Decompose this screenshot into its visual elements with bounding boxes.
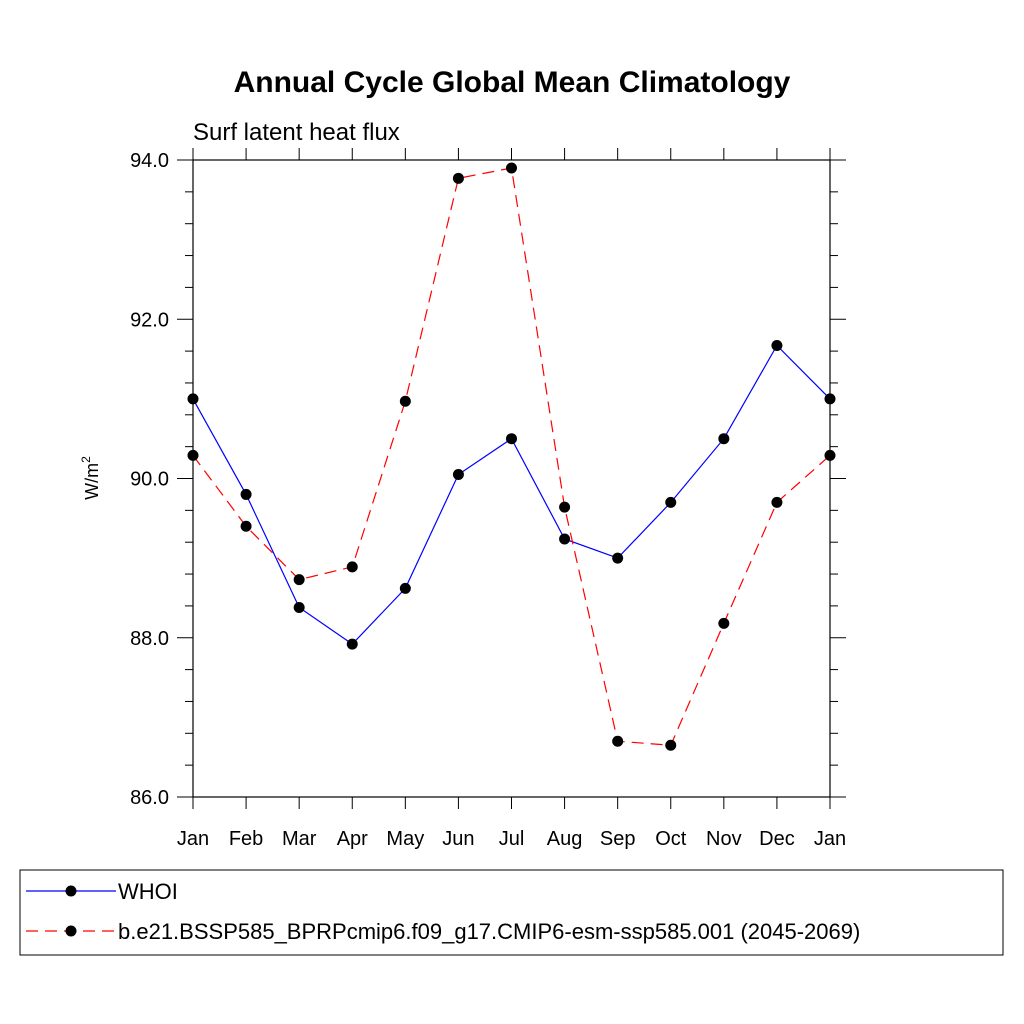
data-point <box>559 501 571 513</box>
x-tick-label: Jun <box>442 828 474 850</box>
legend: WHOI b.e21.BSSP585_BPRPcmip6.f09_g17.CMI… <box>19 869 1004 956</box>
data-point <box>240 488 252 500</box>
x-tick-label: May <box>386 828 424 850</box>
data-point <box>346 561 358 573</box>
data-point <box>612 735 624 747</box>
legend-marker-whoi <box>65 885 77 897</box>
data-point <box>506 162 517 174</box>
chart-title: Annual Cycle Global Mean Climatology <box>234 66 791 99</box>
series-group <box>187 162 836 751</box>
x-tick-label: Jan <box>177 828 209 850</box>
legend-marker-cesm <box>65 925 77 937</box>
data-point <box>187 449 199 461</box>
legend-box <box>19 869 1004 956</box>
x-tick-label: Mar <box>282 828 317 850</box>
data-point <box>612 552 624 564</box>
x-tick-label: Sep <box>600 828 636 850</box>
data-point <box>665 496 677 508</box>
legend-label-cesm: b.e21.BSSP585_BPRPcmip6.f09_g17.CMIP6-es… <box>118 919 860 944</box>
x-tick-label: Apr <box>337 828 368 850</box>
plot-frame <box>192 159 831 798</box>
legend-label-whoi: WHOI <box>118 879 178 904</box>
data-point <box>718 433 730 445</box>
data-point <box>665 739 677 751</box>
data-point <box>240 520 252 532</box>
data-point <box>506 433 517 445</box>
y-axis-labels: 86.0 88.0 90.0 92.0 94.0 <box>130 150 169 809</box>
x-tick-label: Jan <box>814 828 846 850</box>
chart-subtitle: Surf latent heat flux <box>193 119 400 146</box>
data-point <box>399 395 411 407</box>
data-point <box>346 638 358 650</box>
data-point <box>718 617 730 629</box>
x-tick-label: Jul <box>499 828 525 850</box>
x-tick-label: Aug <box>547 828 583 850</box>
x-tick-label: Feb <box>229 828 263 850</box>
data-point <box>293 601 305 613</box>
y-tick-label: 88.0 <box>130 628 169 650</box>
y-tick-label: 92.0 <box>130 309 169 331</box>
axis-ticks <box>177 148 846 809</box>
x-tick-label: Oct <box>655 828 687 850</box>
y-axis-label: W/m2 <box>79 456 102 500</box>
data-point <box>399 582 411 594</box>
y-tick-label: 94.0 <box>130 150 169 172</box>
y-tick-label: 90.0 <box>130 469 169 491</box>
data-point <box>187 393 199 405</box>
data-point <box>771 496 783 508</box>
data-point <box>293 574 305 586</box>
series-line-1 <box>192 167 831 746</box>
y-tick-label: 86.0 <box>130 787 169 809</box>
data-point <box>824 449 836 461</box>
data-point <box>452 172 464 184</box>
data-point <box>771 340 783 352</box>
data-point <box>824 393 836 405</box>
x-tick-label: Dec <box>759 828 795 850</box>
data-point <box>452 469 464 481</box>
data-point <box>559 533 571 545</box>
x-tick-label: Nov <box>706 828 742 850</box>
x-axis-labels: Jan Feb Mar Apr May Jun Jul Aug Sep Oct Nov Dec Jan <box>177 828 846 850</box>
